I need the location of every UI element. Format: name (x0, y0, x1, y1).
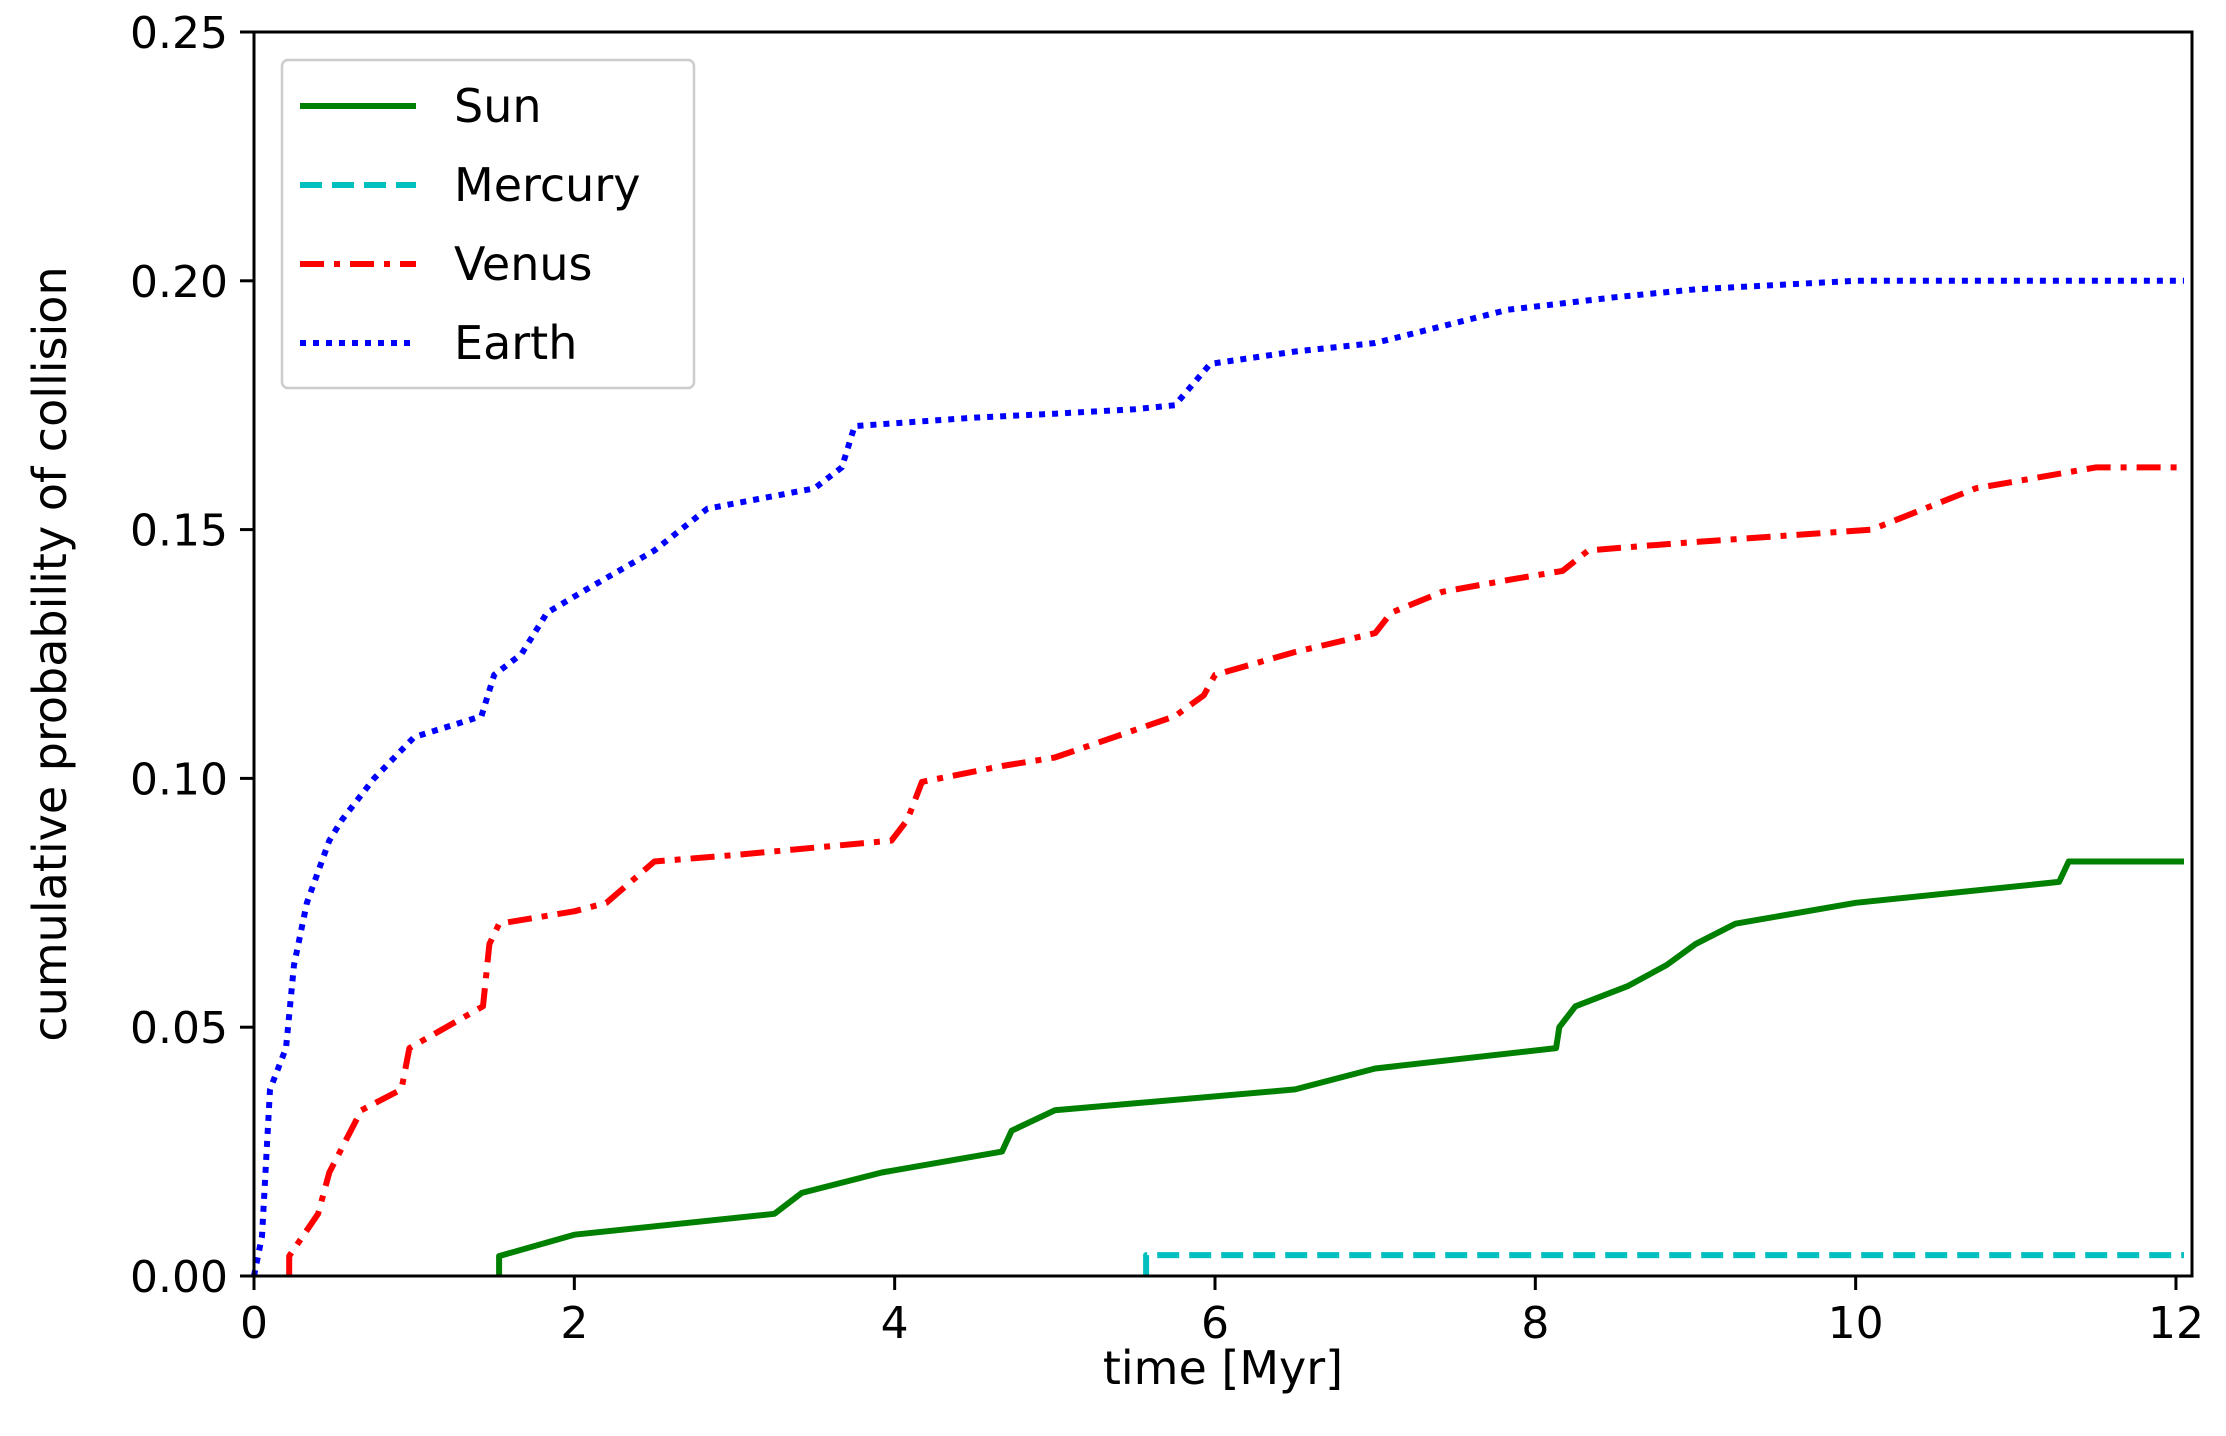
plot-frame (252, 30, 2194, 1278)
series-line-venus (286, 464, 2184, 1276)
y-tick-label: 0.10 (130, 754, 228, 805)
series-line-mercury (1143, 1252, 2184, 1276)
legend-label-earth: Earth (454, 316, 577, 370)
series-layer (251, 277, 2184, 1277)
legend: Sun Mercury Venus Earth (280, 58, 696, 390)
x-axis: 0 2 4 6 8 10 12 (240, 1276, 2204, 1349)
y-tick-label: 0.00 (130, 1252, 228, 1303)
y-tick-label: 0.25 (130, 8, 228, 59)
y-tick-label: 0.20 (130, 257, 228, 308)
x-axis-label: time [Myr] (1103, 1341, 1343, 1395)
x-tick-label: 12 (2148, 1298, 2204, 1349)
legend-label-sun: Sun (454, 79, 542, 133)
series-line-earth (251, 277, 2184, 1277)
x-tick-label: 4 (881, 1298, 909, 1349)
x-tick-label: 10 (1828, 1298, 1884, 1349)
y-axis-label: cumulative probability of collision (23, 266, 77, 1041)
legend-box (280, 58, 696, 390)
series-line-sun (496, 858, 2184, 1276)
x-tick-label: 6 (1201, 1298, 1229, 1349)
legend-label-mercury: Mercury (454, 158, 640, 212)
x-tick-label: 2 (560, 1298, 588, 1349)
legend-label-venus: Venus (454, 237, 592, 291)
y-tick-label: 0.05 (130, 1003, 228, 1054)
y-tick-label: 0.15 (130, 506, 228, 557)
x-tick-label: 8 (1521, 1298, 1549, 1349)
x-tick-label: 0 (240, 1298, 268, 1349)
y-axis: 0.00 0.05 0.10 0.15 0.20 0.25 (130, 8, 254, 1303)
